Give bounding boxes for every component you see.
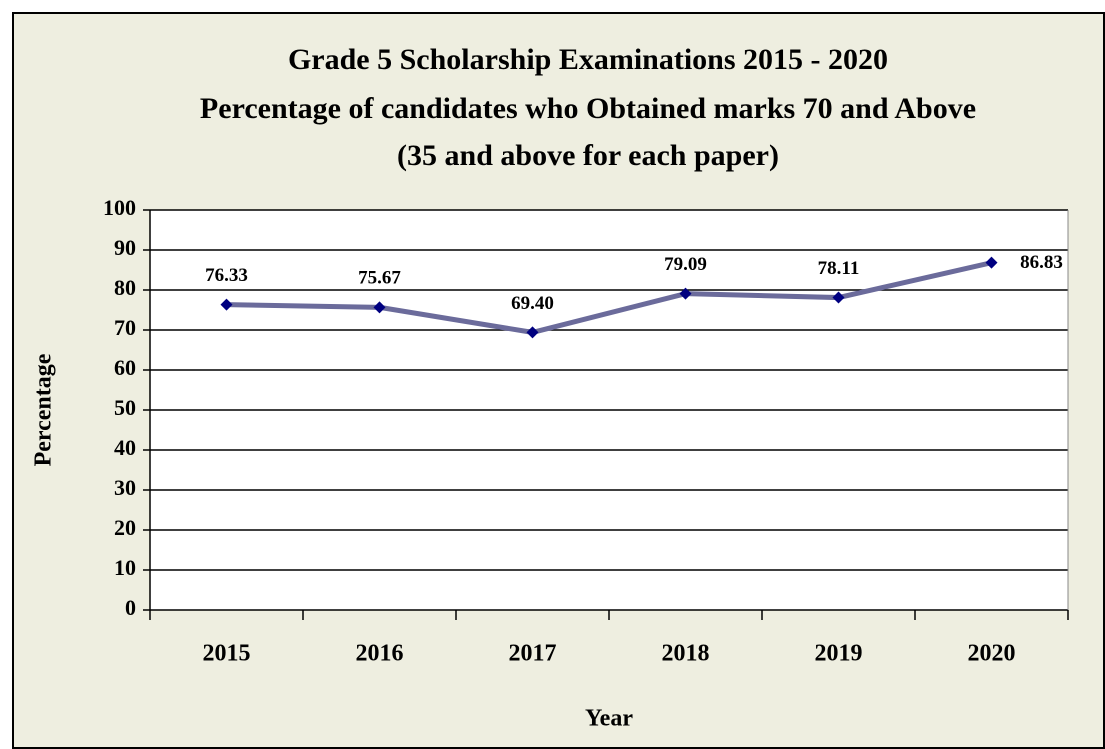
x-tick-label: 2017 (509, 641, 557, 667)
y-tick-label: 90 (114, 235, 136, 260)
y-tick-label: 0 (125, 595, 136, 620)
y-tick-label: 50 (114, 395, 136, 420)
data-label: 69.40 (511, 293, 554, 314)
data-marker (220, 298, 233, 311)
y-tick-label: 80 (114, 275, 136, 300)
x-tick-label: 2019 (815, 641, 863, 667)
y-tick-label: 70 (114, 315, 136, 340)
x-tick-label: 2020 (968, 641, 1016, 667)
y-tick-label: 40 (114, 435, 136, 460)
data-marker (526, 326, 539, 339)
y-tick-label: 30 (114, 475, 136, 500)
chart-title: Percentage of candidates who Obtained ma… (200, 92, 976, 125)
data-label: 76.33 (205, 265, 248, 286)
chart-title: (35 and above for each paper) (397, 139, 779, 172)
x-tick-label: 2016 (356, 641, 404, 667)
data-label: 79.09 (664, 254, 707, 275)
data-label: 86.83 (1020, 252, 1063, 273)
y-tick-label: 60 (114, 355, 136, 380)
y-tick-label: 10 (114, 555, 136, 580)
chart-title: Grade 5 Scholarship Examinations 2015 - … (288, 43, 888, 76)
x-tick-label: 2015 (203, 641, 251, 667)
data-marker (679, 287, 692, 300)
data-marker (373, 301, 386, 314)
data-line (226, 260, 993, 335)
x-axis-label: Year (585, 706, 633, 732)
y-tick-label: 20 (114, 515, 136, 540)
data-label: 75.67 (358, 268, 401, 289)
y-tick-label: 100 (103, 195, 136, 220)
x-tick-label: 2018 (662, 641, 710, 667)
data-marker (832, 291, 845, 304)
data-label: 78.11 (818, 258, 860, 279)
data-marker (985, 256, 998, 269)
y-axis-label: Percentage (31, 353, 57, 466)
